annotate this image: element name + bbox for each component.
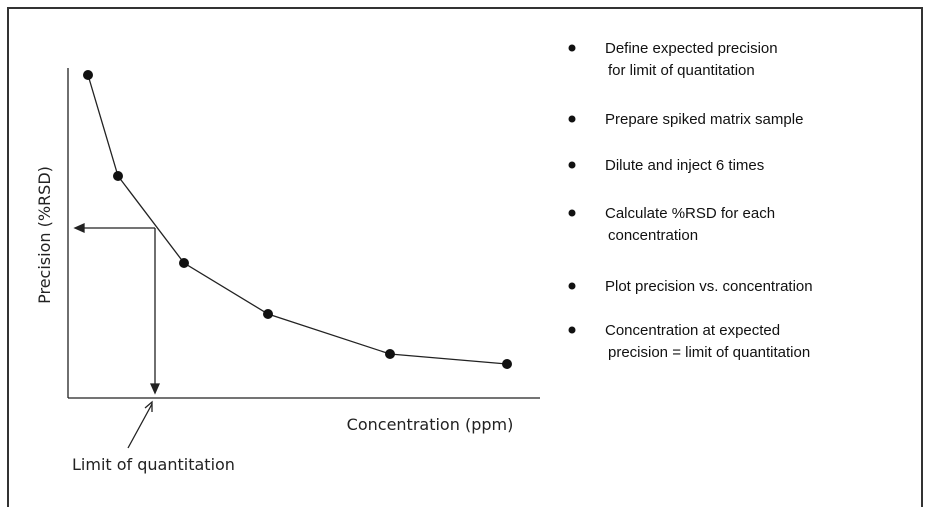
curve <box>87 74 508 365</box>
y-axis-label: Precision (%RSD) <box>35 166 54 304</box>
point <box>179 258 189 268</box>
arrowhead <box>149 383 161 395</box>
bullet <box>568 161 576 169</box>
step-text: concentration <box>608 227 698 244</box>
bullet <box>568 209 576 217</box>
step-text: Calculate %RSD for each <box>605 205 775 222</box>
step-text: for limit of quantitation <box>608 62 755 79</box>
point <box>385 349 395 359</box>
step-text: Define expected precision <box>605 40 778 57</box>
bullet <box>568 44 576 52</box>
step-text: Prepare spiked matrix sample <box>605 111 803 128</box>
point <box>502 359 512 369</box>
step-text: Plot precision vs. concentration <box>605 278 813 295</box>
bullet <box>568 282 576 290</box>
step-text: Dilute and inject 6 times <box>605 157 764 174</box>
bullet <box>568 115 576 123</box>
frame <box>7 7 923 507</box>
step-text: Concentration at expected <box>605 322 780 339</box>
step-text: precision = limit of quantitation <box>608 344 810 361</box>
points <box>83 70 512 369</box>
annotation: Limit of quantitation <box>72 455 235 474</box>
point <box>113 171 123 181</box>
x-axis-label: Concentration (ppm) <box>347 415 514 434</box>
pointer-head <box>144 400 153 412</box>
point <box>83 70 93 80</box>
point <box>263 309 273 319</box>
bullet <box>568 326 576 334</box>
arrowhead <box>73 222 85 234</box>
pointer <box>127 403 153 449</box>
steps: Define expected precision for limit of qu… <box>568 40 813 361</box>
plot <box>67 68 540 449</box>
